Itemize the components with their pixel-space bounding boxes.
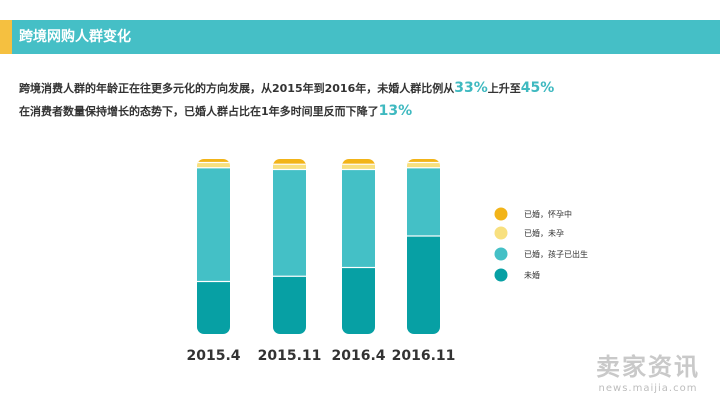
bar-stack-1: [273, 159, 306, 334]
bar-stack-0: [197, 159, 230, 334]
legend-label-2: 已婚，孩子已出生: [524, 249, 588, 259]
bar-separator-2-1: [342, 266, 375, 269]
bar-segment-1-1: [273, 169, 306, 277]
description-line-1: 跨境消费人群的年龄正在往更多元化的方向发展，从2015年到2016年，未婚人群比…: [19, 80, 554, 96]
legend-swatch-0: [494, 207, 508, 221]
bar-segment-3-2: [407, 162, 440, 169]
legend-label-1: 已婚，未孕: [524, 228, 564, 238]
bar-separator-0-1: [197, 280, 230, 283]
x-tick-label-1: 2015.11: [258, 348, 322, 364]
x-tick-label-2: 2016.4: [331, 348, 385, 364]
description-line-2: 在消费者数量保持增长的态势下，已婚人群占比在1年多时间里反而下降了13%: [19, 103, 412, 119]
bar-segment-1-3: [273, 159, 306, 165]
description-line-1-mid: 上升至: [487, 82, 521, 95]
bar-separator-2-3: [342, 163, 375, 165]
bar-separator-1-3: [273, 163, 306, 165]
x-tick-label-3: 2016.11: [392, 348, 456, 364]
highlight-value-c: 13%: [378, 103, 413, 119]
bar-segment-3-0: [407, 236, 440, 334]
bar-separator-2-2: [342, 168, 375, 171]
bar-segment-2-0: [342, 267, 375, 334]
bar-segment-0-2: [197, 162, 230, 169]
bar-separator-1-1: [273, 275, 306, 277]
legend-swatch-1: [494, 226, 508, 240]
bar-segment-3-1: [407, 167, 440, 237]
bar-segment-0-1: [197, 167, 230, 282]
bar-separator-3-1: [407, 235, 440, 237]
legend-label-0: 已婚，怀孕中: [524, 209, 572, 219]
bar-stack-2: [342, 159, 375, 334]
watermark-logo: 卖家资讯: [596, 352, 700, 381]
legend-swatch-2: [494, 247, 508, 261]
bar-segment-2-2: [342, 164, 375, 170]
highlight-value-b: 45%: [520, 80, 555, 96]
header-bar: 跨境网购人群变化: [0, 20, 720, 54]
bar-segment-3-3: [407, 159, 440, 163]
bar-segment-2-1: [342, 169, 375, 268]
bar-segment-0-3: [197, 159, 230, 163]
bar-segment-1-2: [273, 164, 306, 170]
legend-label-3: 未婚: [524, 270, 540, 280]
bar-separator-1-2: [273, 168, 306, 171]
description-line-2-text: 在消费者数量保持增长的态势下，已婚人群占比在1年多时间里反而下降了: [19, 105, 379, 118]
header-accent: [0, 20, 12, 54]
highlight-value-a: 33%: [454, 80, 488, 96]
page-title: 跨境网购人群变化: [19, 29, 131, 45]
legend-swatch-3: [494, 268, 508, 282]
bar-separator-3-2: [407, 167, 440, 169]
description-line-1-text: 跨境消费人群的年龄正在往更多元化的方向发展，从2015年到2016年，未婚人群比…: [19, 82, 455, 95]
watermark-url: news.maijia.com: [598, 383, 698, 394]
x-tick-label-0: 2015.4: [186, 348, 240, 364]
bar-segment-0-0: [197, 281, 230, 334]
watermark: 卖家资讯 news.maijia.com: [578, 352, 718, 396]
bar-segment-2-3: [342, 159, 375, 165]
bar-separator-0-2: [197, 167, 230, 169]
bar-segment-1-0: [273, 276, 306, 334]
bar-stack-3: [407, 159, 440, 334]
bar-separator-0-3: [197, 161, 230, 164]
bar-separator-3-3: [407, 161, 440, 164]
